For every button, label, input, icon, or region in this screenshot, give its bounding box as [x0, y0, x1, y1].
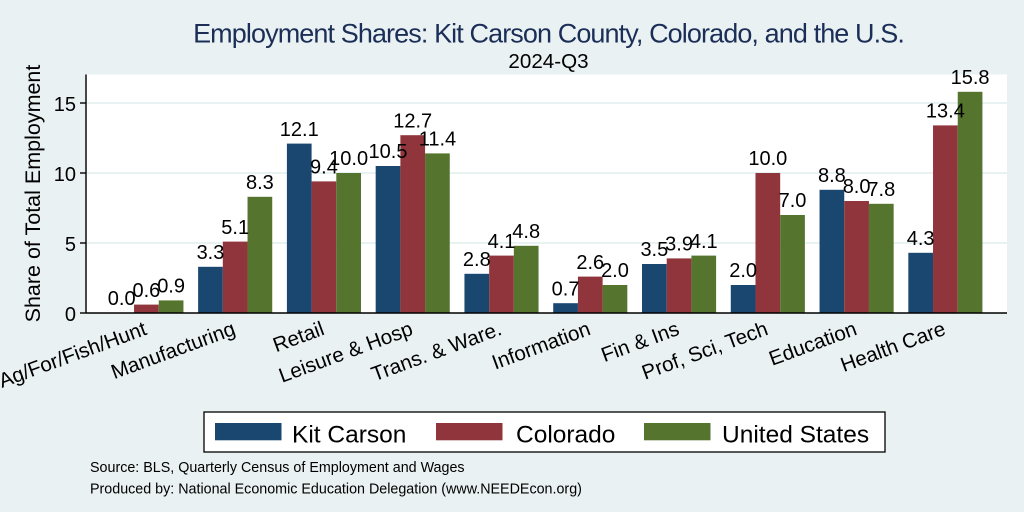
svg-text:United States: United States	[722, 422, 869, 449]
svg-text:10.5: 10.5	[369, 141, 408, 163]
svg-text:Share of Total Employment: Share of Total Employment	[21, 65, 45, 323]
svg-text:5.1: 5.1	[221, 217, 249, 239]
svg-text:13.4: 13.4	[926, 101, 965, 123]
svg-text:0.9: 0.9	[157, 276, 185, 298]
svg-text:4.3: 4.3	[907, 228, 935, 250]
svg-text:11.4: 11.4	[419, 129, 456, 151]
svg-text:0: 0	[65, 304, 76, 326]
svg-text:5: 5	[65, 234, 76, 256]
svg-text:Colorado: Colorado	[516, 422, 615, 449]
svg-text:4.1: 4.1	[690, 231, 718, 253]
svg-text:15.8: 15.8	[951, 67, 990, 89]
svg-text:7.0: 7.0	[779, 190, 807, 212]
svg-text:3.9: 3.9	[665, 234, 693, 256]
svg-text:0.0: 0.0	[108, 288, 136, 310]
svg-text:12.7: 12.7	[393, 110, 432, 132]
svg-text:15: 15	[54, 94, 76, 116]
svg-text:10.0: 10.0	[329, 148, 368, 170]
svg-text:9.4: 9.4	[310, 157, 338, 179]
svg-text:2.8: 2.8	[463, 249, 491, 271]
svg-text:10.0: 10.0	[748, 148, 787, 170]
svg-text:Source: BLS, Quarterly Census: Source: BLS, Quarterly Census of Employm…	[90, 460, 465, 476]
svg-text:Produced by: National Economic: Produced by: National Economic Education…	[90, 482, 582, 498]
svg-text:4.1: 4.1	[488, 231, 516, 253]
svg-text:3.3: 3.3	[197, 242, 225, 264]
svg-text:2024-Q3: 2024-Q3	[508, 50, 588, 73]
svg-text:2.0: 2.0	[729, 260, 757, 282]
svg-text:0.7: 0.7	[552, 278, 580, 300]
svg-text:10: 10	[54, 164, 76, 186]
svg-text:3.5: 3.5	[640, 239, 668, 261]
svg-text:4.8: 4.8	[512, 221, 540, 243]
svg-text:7.8: 7.8	[867, 179, 895, 201]
svg-text:Employment Shares: Kit Carson: Employment Shares: Kit Carson County, Co…	[193, 19, 904, 49]
svg-text:8.3: 8.3	[246, 172, 274, 194]
svg-text:Kit Carson: Kit Carson	[292, 422, 406, 449]
svg-text:2.0: 2.0	[601, 260, 629, 282]
svg-text:0.6: 0.6	[132, 280, 160, 302]
svg-text:12.1: 12.1	[280, 119, 319, 141]
svg-text:8.0: 8.0	[843, 176, 871, 198]
svg-text:2.6: 2.6	[576, 252, 604, 274]
svg-text:8.8: 8.8	[818, 165, 846, 187]
